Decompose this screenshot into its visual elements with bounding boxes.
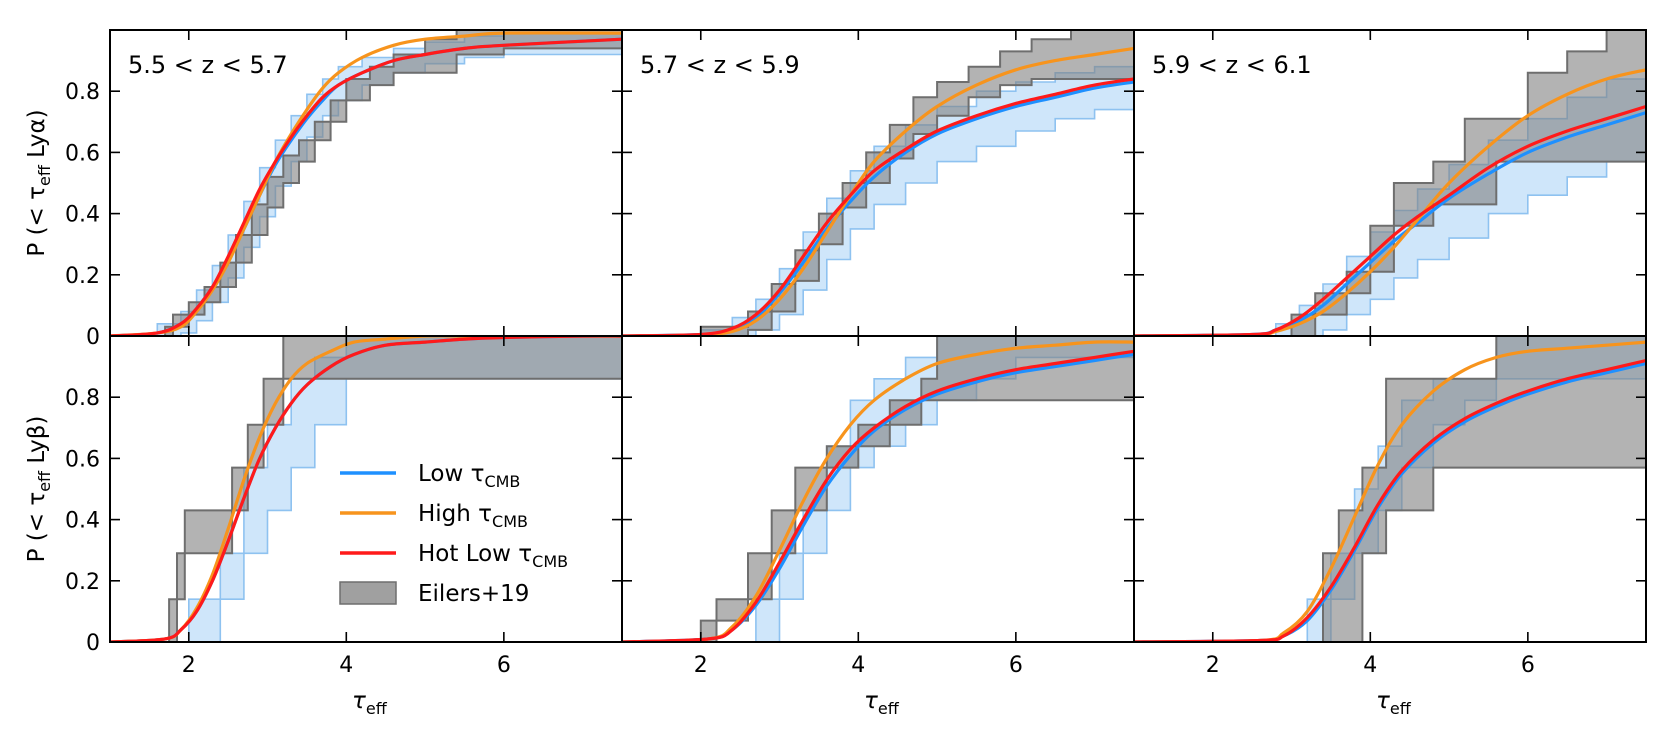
x-axis-label-sub: eff [1390,699,1412,718]
y-tick-label: 0.8 [65,80,100,105]
x-axis-label: τeff [352,688,388,718]
legend-label-sub: CMB [532,552,568,571]
hot-low-tau-cmb-line [1134,104,1646,336]
x-tick-label: 2 [1206,653,1220,678]
y-axis-label-row-0: P (< τeff Lyα) [24,109,54,256]
x-axis-label-main: τ [352,688,366,714]
y-label-part: P (< τ [24,492,50,563]
panel-lya-z55-57 [110,30,622,336]
x-tick-label: 4 [339,653,353,678]
eilers-band-fill [1134,30,1646,336]
x-axis-label: τeff [864,688,900,718]
y-label-sub: eff [35,470,54,492]
y-tick-label: 0.6 [65,141,100,166]
y-tick-label: 0.2 [65,264,100,289]
legend-label-sub: CMB [484,472,520,491]
y-tick-label: 0.4 [65,203,100,228]
low-band-fill [622,60,1134,336]
x-tick-label: 4 [851,653,865,678]
high-tau-cmb-line [622,46,1134,336]
low-band-lower-edge [1134,158,1646,336]
high-tau-cmb-line [622,340,1134,642]
legend-label-main: Hot Low τ [418,541,532,567]
low-band-fill [110,336,622,642]
panel-lya-z57-59 [622,30,1134,336]
panel-lyb-z59-61 [1134,336,1646,642]
hot-low-tau-cmb-line [110,37,622,336]
y-label-part: Lyα) [24,109,50,165]
x-tick-label: 6 [1009,653,1023,678]
legend-label-low: Low τCMB [418,461,520,491]
low-band-fill [1134,66,1646,336]
high-tau-cmb-line [110,31,622,336]
legend-label-main: High τ [418,501,492,527]
y-axis-label-row-1: P (< τeff Lyβ) [24,416,54,563]
legend-label-eilers: Eilers+19 [418,581,529,607]
legend-label-hot: Hot Low τCMB [418,541,568,571]
panel-lyb-z55-57 [110,336,622,642]
y-tick-label: 0 [86,325,100,350]
hot-low-tau-cmb-line [1134,358,1646,642]
panel-title: 5.7 < z < 5.9 [640,51,800,79]
low-tau-cmb-line [622,80,1134,336]
x-tick-label: 6 [497,653,511,678]
y-tick-label: 0.6 [65,447,100,472]
legend-label-main: Eilers+19 [418,581,529,607]
y-label-sub: eff [35,164,54,186]
eilers-lower-edge [110,47,622,336]
hot-low-tau-cmb-line [622,77,1134,336]
panel-lyb-z57-59 [622,336,1134,642]
panel-lya-z59-61 [1134,30,1646,336]
x-tick-label: 4 [1363,653,1377,678]
x-tick-label: 2 [182,653,196,678]
y-label-part: Lyβ) [24,416,50,471]
y-tick-label: 0 [86,631,100,656]
eilers-band-fill [622,336,1134,642]
panel-frame [1133,335,1647,643]
eilers-upper-edge [110,30,622,336]
y-label-part: P (< τ [24,186,50,257]
panel-title: 5.9 < z < 6.1 [1152,51,1312,79]
eilers-upper-edge [110,336,622,642]
y-tick-label: 0.4 [65,509,100,534]
hot-low-tau-cmb-line [110,336,622,642]
x-axis-label-main: τ [1376,688,1390,714]
legend-label-main: Low τ [418,461,484,487]
eilers-upper-edge [1134,30,1646,336]
panel-title: 5.5 < z < 5.7 [128,51,288,79]
x-axis-label-sub: eff [366,699,388,718]
hot-low-tau-cmb-line [622,349,1134,642]
high-tau-cmb-line [110,336,622,642]
eilers-upper-edge [1134,336,1646,642]
eilers-lower-edge [622,399,1134,642]
eilers-lower-edge [1134,466,1646,642]
eilers-band-fill [110,30,622,336]
low-band-lower-edge [622,100,1134,336]
legend-label-sub: CMB [492,512,528,531]
eilers-lower-edge [622,78,1134,336]
legend-label-high: High τCMB [418,501,528,531]
x-tick-label: 2 [694,653,708,678]
y-tick-label: 0.8 [65,386,100,411]
eilers-band-fill [110,336,622,642]
x-axis-label-main: τ [864,688,878,714]
x-axis-label: τeff [1376,688,1412,718]
x-axis-label-sub: eff [878,699,900,718]
y-tick-label: 0.2 [65,570,100,595]
eilers-upper-edge [622,336,1134,642]
x-tick-label: 6 [1521,653,1535,678]
legend-swatch-eilers [339,581,397,605]
high-tau-cmb-line [1134,340,1646,642]
